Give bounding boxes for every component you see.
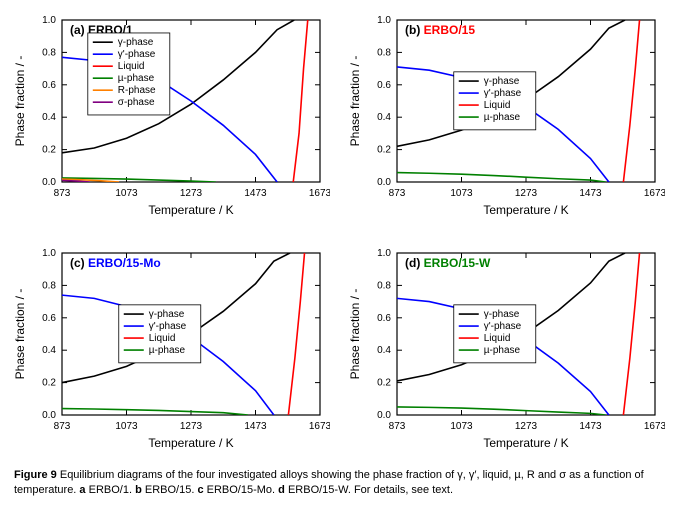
xtick-label: 1073: [115, 421, 138, 432]
xtick-label: 873: [389, 188, 406, 199]
ytick-label: 1.0: [42, 248, 56, 259]
ytick-label: 0.2: [377, 378, 391, 389]
ytick-label: 0.4: [377, 112, 391, 123]
ytick-label: 0.6: [377, 80, 391, 91]
panel-title: (b) ERBO/15: [405, 23, 475, 37]
legend-label: γ'-phase: [118, 49, 156, 60]
legend-label: R-phase: [118, 85, 156, 96]
xtick-label: 1073: [115, 188, 138, 199]
figure-caption: Figure 9 Equilibrium diagrams of the fou…: [10, 468, 666, 498]
legend-label: Liquid: [484, 100, 511, 111]
series-line: [623, 253, 639, 415]
panel-d: 873 1073 1273 1473 1673 0.0 0.2 0.4 0.6 0.8 1.0 Tem…: [345, 243, 666, 458]
xtick-label: 1073: [450, 421, 473, 432]
caption-d-lead: d: [278, 484, 285, 496]
legend-label: µ-phase: [149, 345, 186, 356]
legend-label: γ-phase: [149, 309, 185, 320]
legend-label: γ'-phase: [149, 321, 187, 332]
y-axis-label: Phase fraction / -: [348, 56, 362, 147]
series-line: [288, 253, 304, 415]
legend-label: Liquid: [149, 333, 176, 344]
ytick-label: 0.8: [42, 47, 56, 58]
xtick-label: 1673: [309, 421, 330, 432]
panel-title: (d) ERBO/15-W: [405, 256, 491, 270]
ytick-label: 0.8: [377, 280, 391, 291]
ytick-label: 0.4: [377, 345, 391, 356]
legend-label: µ-phase: [484, 112, 521, 123]
legend-label: Liquid: [484, 333, 511, 344]
ytick-label: 0.4: [42, 112, 56, 123]
chart-c: 873 1073 1273 1473 1673 0.0 0.2 0.4 0.6 0.8 1.0 Tem…: [10, 243, 330, 453]
xtick-label: 1073: [450, 188, 473, 199]
ytick-label: 0.8: [42, 280, 56, 291]
legend-label: γ-phase: [484, 309, 520, 320]
ytick-label: 0.2: [42, 145, 56, 156]
legend-label: Liquid: [118, 61, 145, 72]
panel-c: 873 1073 1273 1473 1673 0.0 0.2 0.4 0.6 0.8 1.0 Tem…: [10, 243, 331, 458]
xtick-label: 1673: [309, 188, 330, 199]
xtick-label: 1473: [244, 421, 267, 432]
series-line: [62, 409, 248, 415]
caption-lead: Figure 9: [14, 469, 57, 481]
caption-a: ERBO/1.: [86, 484, 136, 496]
caption-c: ERBO/15-Mo.: [204, 484, 279, 496]
chart-grid: 873 1073 1273 1473 1673 0.0 0.2 0.4 0.6 0.8 1.0 Tem…: [10, 10, 666, 458]
legend-label: γ'-phase: [484, 88, 522, 99]
y-axis-label: Phase fraction / -: [13, 56, 27, 147]
xtick-label: 1273: [180, 188, 203, 199]
panel-title: (c) ERBO/15-Mo: [70, 256, 161, 270]
xtick-label: 873: [54, 188, 71, 199]
caption-b-lead: b: [135, 484, 142, 496]
legend-label: γ'-phase: [484, 321, 522, 332]
series-line: [293, 20, 308, 182]
ytick-label: 0.0: [377, 177, 391, 188]
xtick-label: 1273: [180, 421, 203, 432]
xtick-label: 1673: [644, 188, 665, 199]
x-axis-label: Temperature / K: [148, 436, 233, 450]
xtick-label: 1473: [579, 188, 602, 199]
ytick-label: 1.0: [42, 15, 56, 26]
xtick-label: 1473: [244, 188, 267, 199]
legend-label: γ-phase: [118, 37, 154, 48]
legend-label: σ-phase: [118, 97, 155, 108]
caption-d: ERBO/15-W. For details, see text.: [285, 484, 453, 496]
chart-d: 873 1073 1273 1473 1673 0.0 0.2 0.4 0.6 0.8 1.0 Tem…: [345, 243, 665, 453]
x-axis-label: Temperature / K: [483, 203, 568, 217]
ytick-label: 1.0: [377, 248, 391, 259]
ytick-label: 0.6: [42, 313, 56, 324]
x-axis-label: Temperature / K: [483, 436, 568, 450]
chart-a: 873 1073 1273 1473 1673 0.0 0.2 0.4 0.6 0.8 1.0 Tem…: [10, 10, 330, 220]
ytick-label: 0.0: [42, 410, 56, 421]
ytick-label: 1.0: [377, 15, 391, 26]
ytick-label: 0.6: [377, 313, 391, 324]
x-axis-label: Temperature / K: [148, 203, 233, 217]
caption-b: ERBO/15.: [142, 484, 198, 496]
xtick-label: 873: [54, 421, 71, 432]
xtick-label: 1273: [515, 188, 538, 199]
y-axis-label: Phase fraction / -: [348, 289, 362, 380]
legend-label: µ-phase: [118, 73, 155, 84]
series-line: [623, 20, 639, 182]
series-line: [397, 407, 606, 415]
y-axis-label: Phase fraction / -: [13, 289, 27, 380]
ytick-label: 0.0: [377, 410, 391, 421]
chart-b: 873 1073 1273 1473 1673 0.0 0.2 0.4 0.6 0.8 1.0 Tem…: [345, 10, 665, 220]
ytick-label: 0.2: [42, 378, 56, 389]
series-line: [397, 173, 606, 182]
legend-label: µ-phase: [484, 345, 521, 356]
legend-label: γ-phase: [484, 76, 520, 87]
panel-b: 873 1073 1273 1473 1673 0.0 0.2 0.4 0.6 0.8 1.0 Tem…: [345, 10, 666, 225]
xtick-label: 1673: [644, 421, 665, 432]
panel-a: 873 1073 1273 1473 1673 0.0 0.2 0.4 0.6 0.8 1.0 Tem…: [10, 10, 331, 225]
xtick-label: 873: [389, 421, 406, 432]
ytick-label: 0.2: [377, 145, 391, 156]
ytick-label: 0.6: [42, 80, 56, 91]
xtick-label: 1273: [515, 421, 538, 432]
ytick-label: 0.4: [42, 345, 56, 356]
ytick-label: 0.0: [42, 177, 56, 188]
ytick-label: 0.8: [377, 47, 391, 58]
xtick-label: 1473: [579, 421, 602, 432]
